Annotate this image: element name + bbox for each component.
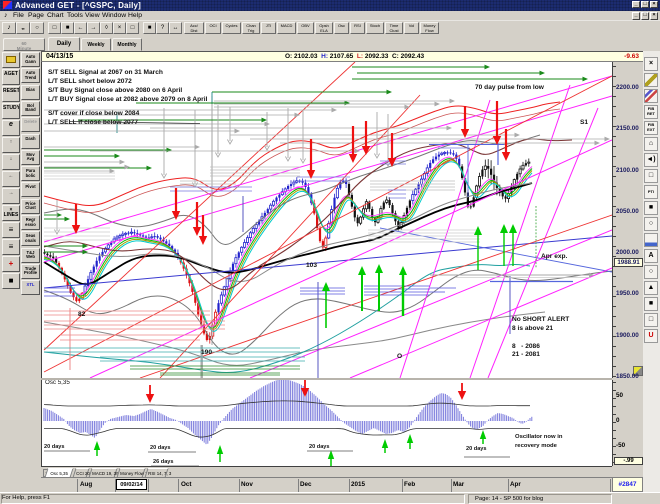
svg-text:Osc 5,35: Osc 5,35 <box>45 379 70 386</box>
svg-text:8 is above 21: 8 is above 21 <box>512 325 553 332</box>
svg-text:Apr exp.: Apr exp. <box>541 253 568 260</box>
svg-text:S/T Buy Signal close above 208: S/T Buy Signal close above 2080 on 6 Apr… <box>48 87 182 94</box>
svg-text:S/T SELL Signal at 2067 on 31: S/T SELL Signal at 2067 on 31 March <box>48 69 163 76</box>
svg-text:Oscillator now in: Oscillator now in <box>515 434 563 440</box>
svg-text:No SHORT ALERT: No SHORT ALERT <box>512 316 569 323</box>
svg-text:L/T SELL short below 2072: L/T SELL short below 2072 <box>48 78 132 85</box>
svg-text:190: 190 <box>201 349 212 356</box>
svg-text:O: O <box>397 353 402 360</box>
svg-text:21 - 2081: 21 - 2081 <box>512 351 540 358</box>
svg-text:26 days: 26 days <box>153 459 174 465</box>
svg-text:20 days: 20 days <box>44 444 65 450</box>
svg-text:103: 103 <box>306 262 317 269</box>
svg-text:70 day pulse from low: 70 day pulse from low <box>475 84 545 91</box>
svg-text:S1: S1 <box>580 119 588 126</box>
svg-text:20 days: 20 days <box>309 444 330 450</box>
svg-text:82: 82 <box>78 311 86 318</box>
svg-text:L/T BUY Signal close at 2082 a: L/T BUY Signal close at 2082 above 2079 … <box>48 96 208 103</box>
svg-text:L/T SELL if close below 2077: L/T SELL if close below 2077 <box>48 119 138 126</box>
svg-text:20 days: 20 days <box>150 445 171 451</box>
svg-text:8 - 2086: 8 - 2086 <box>512 343 540 350</box>
svg-text:20 days: 20 days <box>466 446 487 452</box>
svg-text:recovery mode: recovery mode <box>515 443 558 449</box>
svg-text:S/T cover if close below 2084: S/T cover if close below 2084 <box>48 110 140 117</box>
